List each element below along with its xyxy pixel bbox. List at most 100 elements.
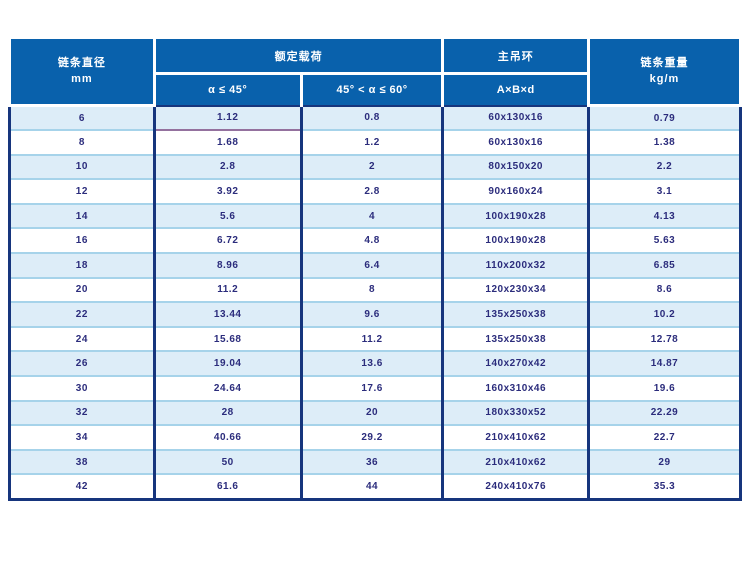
- table-row: 38 50 36 210x410x62 29: [8, 448, 743, 476]
- table-cell: 22.29: [586, 399, 743, 427]
- table-cell: 10: [8, 153, 156, 181]
- header-row-main: 链条直径 mm 额定载荷 主吊环 链条重量 kg/m: [8, 36, 743, 107]
- table-cell: 19.6: [586, 375, 743, 402]
- table-cell: 120x230x34: [441, 276, 590, 304]
- table-cell: 5.6: [152, 202, 303, 230]
- table-cell: 29: [586, 448, 743, 476]
- table-row: 24 15.68 11.2 135x250x38 12.78: [8, 325, 743, 353]
- table-cell: 50: [152, 448, 303, 476]
- table-cell: 10.2: [586, 301, 743, 328]
- table-cell: 22: [8, 301, 156, 328]
- table-cell: 210x410x62: [441, 424, 590, 451]
- table-cell: 135x250x38: [441, 301, 590, 328]
- table-cell: 14.87: [586, 350, 743, 378]
- table-cell: 32: [8, 399, 156, 427]
- table-cell: 80x150x20: [441, 153, 590, 181]
- table-cell: 34: [8, 424, 156, 451]
- header-ring-dimensions: A×B×d: [441, 72, 590, 107]
- table-cell: 13.6: [299, 350, 445, 378]
- table-cell: 90x160x24: [441, 178, 590, 205]
- table-cell: 140x270x42: [441, 350, 590, 378]
- header-chain-diameter-unit: mm: [71, 72, 93, 85]
- table-cell: 11.2: [299, 325, 445, 353]
- table-cell: 61.6: [152, 473, 303, 500]
- table-cell: 4.8: [299, 227, 445, 255]
- header-angle-le-45: α ≤ 45°: [152, 72, 303, 107]
- table-header: 链条直径 mm 额定载荷 主吊环 链条重量 kg/m α ≤ 45° 45° <…: [8, 36, 743, 107]
- table-cell: 8.96: [152, 252, 303, 279]
- header-chain-weight: 链条重量 kg/m: [586, 36, 743, 107]
- table-cell: 38: [8, 448, 156, 476]
- table-cell: 1.68: [152, 129, 303, 156]
- table-row: 34 40.66 29.2 210x410x62 22.7: [8, 424, 743, 451]
- table-row: 30 24.64 17.6 160x310x46 19.6: [8, 375, 743, 402]
- table-row: 10 2.8 2 80x150x20 2.2: [8, 153, 743, 181]
- table-cell: 13.44: [152, 301, 303, 328]
- table-cell: 110x200x32: [441, 252, 590, 279]
- table-cell: 35.3: [586, 473, 743, 500]
- table-cell: 1.12: [152, 104, 303, 132]
- table-cell: 24: [8, 325, 156, 353]
- table-row: 8 1.68 1.2 60x130x16 1.38: [8, 129, 743, 156]
- table-row: 16 6.72 4.8 100x190x28 5.63: [8, 227, 743, 255]
- table-cell: 29.2: [299, 424, 445, 451]
- table-cell: 4.13: [586, 202, 743, 230]
- table-row: 14 5.6 4 100x190x28 4.13: [8, 202, 743, 230]
- table-cell: 0.79: [586, 104, 743, 132]
- table-cell: 60x130x16: [441, 104, 590, 132]
- table-cell: 20: [299, 399, 445, 427]
- table-cell: 6.72: [152, 227, 303, 255]
- table-cell: 14: [8, 202, 156, 230]
- table-cell: 12: [8, 178, 156, 205]
- chain-spec-table: 链条直径 mm 额定载荷 主吊环 链条重量 kg/m α ≤ 45° 45° <…: [8, 36, 743, 501]
- table-body: 6 1.12 0.8 60x130x16 0.79 8 1.68 1.2 60x130x16 1.…: [8, 104, 743, 500]
- table-cell: 2.2: [586, 153, 743, 181]
- table-cell: 160x310x46: [441, 375, 590, 402]
- table-cell: 3.92: [152, 178, 303, 205]
- table-cell: 36: [299, 448, 445, 476]
- table-cell: 24.64: [152, 375, 303, 402]
- table-cell: 210x410x62: [441, 448, 590, 476]
- table-cell: 44: [299, 473, 445, 500]
- table-cell: 3.1: [586, 178, 743, 205]
- table-cell: 40.66: [152, 424, 303, 451]
- table-cell: 135x250x38: [441, 325, 590, 353]
- header-rated-load: 额定载荷: [152, 36, 445, 75]
- table-cell: 0.8: [299, 104, 445, 132]
- table-cell: 11.2: [152, 276, 303, 304]
- table-cell: 6: [8, 104, 156, 132]
- table-cell: 6.4: [299, 252, 445, 279]
- table-cell: 15.68: [152, 325, 303, 353]
- table-cell: 8.6: [586, 276, 743, 304]
- table-cell: 19.04: [152, 350, 303, 378]
- header-angle-45-to-60: 45° < α ≤ 60°: [299, 72, 445, 107]
- table-row: 18 8.96 6.4 110x200x32 6.85: [8, 252, 743, 279]
- table-row: 22 13.44 9.6 135x250x38 10.2: [8, 301, 743, 328]
- table-cell: 1.38: [586, 129, 743, 156]
- header-master-link: 主吊环: [441, 36, 590, 75]
- table-cell: 28: [152, 399, 303, 427]
- table-cell: 18: [8, 252, 156, 279]
- table-cell: 4: [299, 202, 445, 230]
- table-row: 20 11.2 8 120x230x34 8.6: [8, 276, 743, 304]
- table-cell: 6.85: [586, 252, 743, 279]
- table-cell: 9.6: [299, 301, 445, 328]
- header-chain-diameter-label: 链条直径: [57, 56, 106, 69]
- table-cell: 2.8: [299, 178, 445, 205]
- table-cell: 22.7: [586, 424, 743, 451]
- table-cell: 5.63: [586, 227, 743, 255]
- table-cell: 8: [8, 129, 156, 156]
- header-chain-weight-unit: kg/m: [649, 72, 680, 85]
- table-row: 32 28 20 180x330x52 22.29: [8, 399, 743, 427]
- table-row: 42 61.6 44 240x410x76 35.3: [8, 473, 743, 500]
- table-cell: 16: [8, 227, 156, 255]
- table-cell: 26: [8, 350, 156, 378]
- table-cell: 17.6: [299, 375, 445, 402]
- header-chain-weight-label: 链条重量: [640, 56, 689, 69]
- header-chain-diameter: 链条直径 mm: [8, 36, 156, 107]
- table-cell: 2: [299, 153, 445, 181]
- table-cell: 100x190x28: [441, 227, 590, 255]
- table-cell: 1.2: [299, 129, 445, 156]
- table-cell: 12.78: [586, 325, 743, 353]
